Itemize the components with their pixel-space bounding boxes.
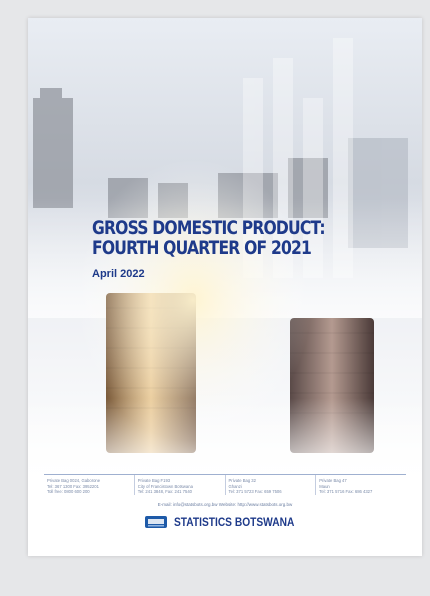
office-line: Private Bag 47 <box>319 478 347 483</box>
cover-image <box>28 18 422 488</box>
office-line: Tel: 371 5723 Fax: 659 7506 <box>228 489 282 494</box>
title: GROSS DOMESTIC PRODUCT: FOURTH QUARTER O… <box>92 217 326 259</box>
date: April 2022 <box>92 268 145 280</box>
office-line: Private Bag 0024, Gaborone <box>47 478 101 483</box>
office-line: Maun <box>319 483 330 489</box>
office-line: Tel: 371 5716 Fax: 686 4327 <box>319 489 373 494</box>
logo-text: STATISTICS BOTSWANA <box>174 515 295 529</box>
office-line: City of Francistown Botswana <box>137 483 193 489</box>
office-line: Tel: 241 3848, Fax: 241 7540 <box>137 489 192 494</box>
office: Private Bag F193 City of Francistown Bots… <box>133 475 225 495</box>
office-line: Private Bag F193 <box>137 478 171 483</box>
cover-page: GROSS DOMESTIC PRODUCT: FOURTH QUARTER O… <box>28 18 422 556</box>
office-addresses: Private Bag 0024, Gaborone Tel: 367 1300 … <box>44 474 406 495</box>
title-line: GROSS DOMESTIC PRODUCT: <box>92 217 326 239</box>
logo: STATISTICS BOTSWANA <box>144 514 316 530</box>
office-line: Ghanzi <box>228 483 242 489</box>
contact-line: E-mail: info@statsbots.org.bw Website: h… <box>157 502 293 507</box>
office-line: Toll free: 0800 600 200 <box>47 489 90 494</box>
office: Private Bag 32 Ghanzi Tel: 371 5723 Fax: 6… <box>224 475 316 495</box>
office-line: Private Bag 32 <box>228 478 256 483</box>
office: Private Bag 47 Maun Tel: 371 5716 Fax: 686… <box>315 475 406 495</box>
title-line: FOURTH QUARTER OF 2021 <box>92 237 312 259</box>
logo-icon <box>145 516 167 528</box>
office: Private Bag 0024, Gaborone Tel: 367 1300 … <box>44 475 134 495</box>
office-line: Tel: 367 1300 Fax: 3952201 <box>47 483 99 489</box>
